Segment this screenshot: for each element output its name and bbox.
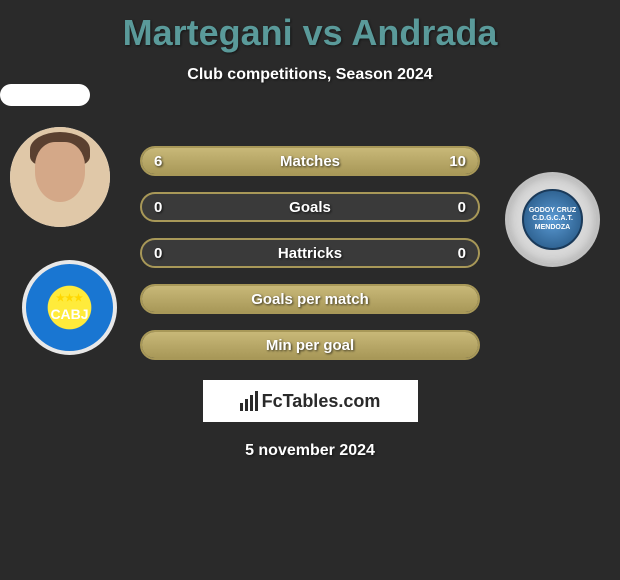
comparison-title: Martegani vs Andrada — [0, 0, 620, 54]
club-badge-right: GODOY CRUZ C.D.G.C.A.T. MENDOZA — [505, 172, 600, 267]
wm-bar — [250, 395, 253, 411]
badge-right-inner: GODOY CRUZ C.D.G.C.A.T. MENDOZA — [522, 189, 583, 250]
stat-label: Goals per match — [251, 291, 369, 308]
stat-bar: 0 Hattricks 0 — [140, 238, 480, 268]
stat-bar: 6 Matches 10 — [140, 146, 480, 176]
badge-right-text: GODOY CRUZ C.D.G.C.A.T. MENDOZA — [529, 207, 576, 232]
club-badge-left: ★★★ CABJ — [22, 260, 117, 355]
stat-bar: Min per goal — [140, 330, 480, 360]
stat-right-value: 0 — [458, 245, 466, 262]
stat-left-value: 6 — [154, 153, 162, 170]
stat-right-value: 10 — [449, 153, 466, 170]
stat-left-value: 0 — [154, 199, 162, 216]
badge-left-inner: ★★★ CABJ — [50, 293, 88, 322]
player-avatar-left — [10, 127, 110, 227]
stat-label: Min per goal — [266, 337, 354, 354]
stat-right-value: 0 — [458, 199, 466, 216]
stat-label: Hattricks — [278, 245, 342, 262]
watermark-box: FcTables.com — [203, 380, 418, 422]
stat-left-value: 0 — [154, 245, 162, 262]
badge-left-text: CABJ — [50, 306, 88, 322]
watermark-text: FcTables.com — [262, 391, 381, 412]
wm-bar — [245, 399, 248, 411]
chart-icon — [240, 391, 258, 411]
badge-stars: ★★★ — [56, 293, 83, 304]
stat-label: Matches — [280, 153, 340, 170]
wm-bar — [240, 403, 243, 411]
stat-label: Goals — [289, 199, 331, 216]
avatar-face — [35, 142, 85, 202]
wm-bar — [255, 391, 258, 411]
stat-bar: Goals per match — [140, 284, 480, 314]
stat-bar: 0 Goals 0 — [140, 192, 480, 222]
player-avatar-right — [0, 84, 90, 106]
comparison-subtitle: Club competitions, Season 2024 — [0, 66, 620, 84]
date-text: 5 november 2024 — [0, 442, 620, 460]
